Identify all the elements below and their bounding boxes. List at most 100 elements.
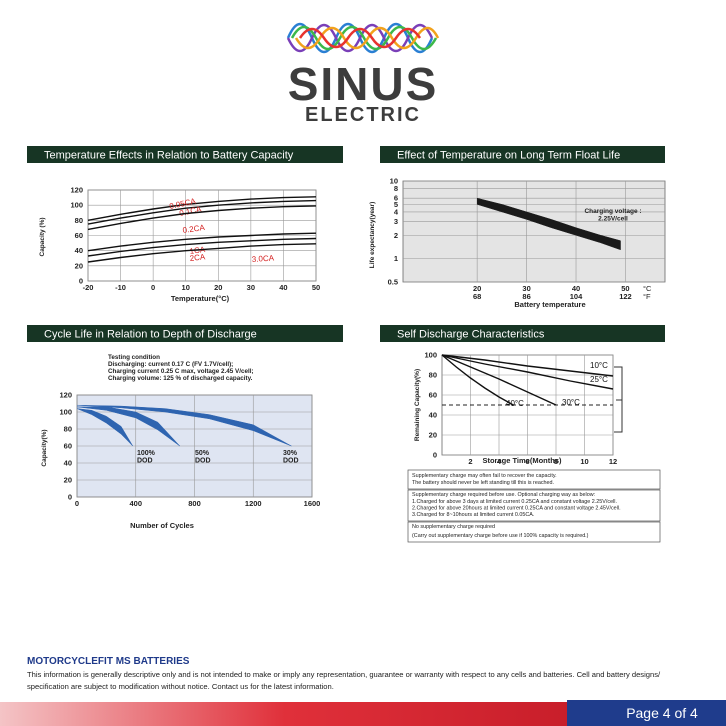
x-tick-label: -20 <box>83 283 94 292</box>
footer-text: This information is generally descriptiv… <box>27 670 661 679</box>
y-tick-label: 60 <box>64 442 72 451</box>
x-axis-label: Battery temperature <box>514 300 585 309</box>
x-tick-label: 1200 <box>245 499 262 508</box>
x-tick-label: 0 <box>151 283 155 292</box>
y-tick-label: 80 <box>75 216 83 225</box>
page-box <box>567 700 726 726</box>
data-line <box>87 196 317 221</box>
band-label: 50% <box>195 450 210 457</box>
page-number: Page 4 of 4 <box>626 705 698 721</box>
note-text: 1.Charged for above 3 days at limited cu… <box>412 499 617 505</box>
y-tick-label: 1 <box>394 254 398 263</box>
y-tick-label: 0 <box>433 451 437 460</box>
data-line <box>441 354 557 406</box>
y-tick-label: 60 <box>429 391 437 400</box>
footer-heading: MOTORCYCLEFIT MS BATTERIES <box>27 656 190 667</box>
y-axis-label: Capacity(%) <box>41 429 48 466</box>
series-label: 0.2CA <box>182 223 206 235</box>
x-tick-label: 8 <box>554 457 558 466</box>
y-axis-label: Capacity (%) <box>39 217 46 256</box>
y-tick-label: 6 <box>394 194 398 203</box>
panel-header <box>27 146 343 163</box>
series-label: 2CA <box>189 252 206 263</box>
note-text: Charging current 0.25 C max, voltage 2.4… <box>108 368 254 375</box>
panel-title: Temperature Effects in Relation to Batte… <box>44 150 294 162</box>
band-label: 30% <box>283 450 298 457</box>
x-tick-label: 12 <box>609 457 617 466</box>
logo-waves <box>286 22 440 54</box>
y-tick-label: 0 <box>79 277 83 286</box>
note-text: No supplementary charge required <box>412 524 495 530</box>
y-tick-label: 4 <box>394 207 399 216</box>
band-label: DOD <box>283 458 299 465</box>
note-text: 3.Charged for 8~10hours at limited curre… <box>412 512 534 518</box>
footer-bar <box>0 702 570 726</box>
y-tick-label: 20 <box>429 431 437 440</box>
band-label: 100% <box>137 450 156 457</box>
x-axis-label: Temperature(°C) <box>171 294 230 303</box>
x2-unit: °F <box>643 292 651 301</box>
x-tick-label: 20 <box>214 283 222 292</box>
note-text: Supplementary charge may often fail to r… <box>412 473 557 479</box>
panel-header <box>27 325 343 342</box>
bracket <box>614 366 623 433</box>
x-tick-label: 20 <box>473 284 481 293</box>
x2-tick-label: 122 <box>619 292 632 301</box>
footer-text: specification are subject to modificatio… <box>27 682 334 691</box>
x2-tick-label: 68 <box>473 292 481 301</box>
x-tick-label: -10 <box>115 283 126 292</box>
y-tick-label: 60 <box>75 231 83 240</box>
note-text: Discharging: current 0.17 C (FV 1.7V/cel… <box>108 361 233 368</box>
data-line <box>87 232 317 252</box>
x-tick-label: 10 <box>580 457 588 466</box>
band-label: DOD <box>195 458 211 465</box>
x-tick-label: 10 <box>182 283 190 292</box>
x-tick-label: 2 <box>468 457 472 466</box>
note-box <box>407 521 661 543</box>
y-tick-label: 40 <box>64 459 72 468</box>
x2-tick-label: 104 <box>570 292 583 301</box>
note-box <box>407 469 661 490</box>
y-axis-label: Remaining Capacity(%) <box>414 369 421 441</box>
data-line <box>441 354 614 390</box>
note-box <box>407 489 661 522</box>
brand-tagline: ELECTRIC <box>305 104 421 126</box>
x-tick-label: 6 <box>525 457 529 466</box>
x-tick-label: 400 <box>129 499 142 508</box>
brand-name: SINUS <box>288 58 439 110</box>
x-unit: °C <box>643 284 652 293</box>
note-text: Testing condition <box>108 354 160 361</box>
data-line <box>87 237 317 257</box>
data-line <box>87 199 317 225</box>
y-tick-label: 40 <box>429 411 437 420</box>
panel-title: Cycle Life in Relation to Depth of Disch… <box>44 329 257 341</box>
band-label: DOD <box>137 458 153 465</box>
y-tick-label: 120 <box>70 186 83 195</box>
y-tick-label: 40 <box>75 246 83 255</box>
series-label: 3.0CA <box>252 253 275 264</box>
panel-header <box>380 146 665 163</box>
panel-header <box>380 325 665 342</box>
x-tick-label: 30 <box>522 284 530 293</box>
x-tick-label: 50 <box>621 284 629 293</box>
y-tick-label: 100 <box>70 201 83 210</box>
series-label: 25°C <box>590 375 608 384</box>
note-text: Supplementary charge required before use… <box>412 492 595 498</box>
y-tick-label: 5 <box>394 200 398 209</box>
data-line <box>441 354 614 377</box>
x-axis-label: Number of Cycles <box>130 521 194 530</box>
x-axis-label: Storage Time(Months) <box>482 456 562 465</box>
note-text: The battery should never be left standin… <box>412 480 554 486</box>
y-tick-label: 80 <box>64 425 72 434</box>
x2-tick-label: 86 <box>522 292 530 301</box>
series-label: 30°C <box>562 398 580 407</box>
y-tick-label: 10 <box>390 177 398 186</box>
x-tick-label: 800 <box>188 499 201 508</box>
data-band <box>76 406 180 447</box>
panel-title: Self Discharge Characteristics <box>397 329 545 341</box>
note-text: 2.Charged for above 20hours at limited c… <box>412 506 621 512</box>
y-axis-label: Life expectancy(year) <box>369 202 376 268</box>
y-tick-label: 80 <box>429 371 437 380</box>
